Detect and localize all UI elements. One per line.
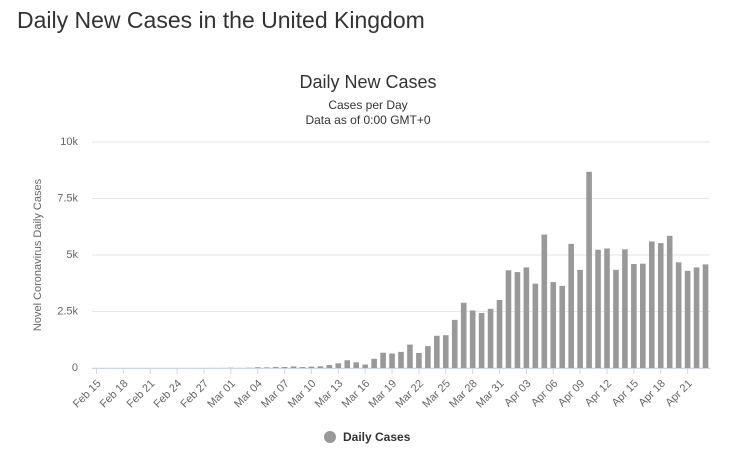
x-tick-label: Mar 31 (474, 378, 507, 411)
x-tick-label: Apr 15 (610, 378, 641, 409)
bar (469, 310, 476, 368)
bar (299, 367, 306, 368)
bar (344, 360, 351, 368)
bar (666, 235, 673, 368)
bar (442, 335, 449, 368)
bar (559, 285, 566, 368)
bar (505, 270, 512, 368)
y-tick-label: 10k (60, 136, 78, 148)
bar (487, 308, 494, 368)
bar (684, 270, 691, 368)
x-tick-label: Apr 06 (529, 378, 560, 409)
legend-symbol (324, 431, 336, 443)
x-tick-label: Apr 03 (502, 378, 533, 409)
bar (595, 249, 601, 368)
x-tick-label: Feb 21 (125, 378, 158, 411)
bar (263, 367, 270, 368)
bar (648, 241, 655, 368)
bar (416, 352, 422, 368)
bar (451, 319, 458, 368)
bar (496, 299, 503, 368)
bar (425, 346, 431, 368)
y-tick-label: 2.5k (57, 305, 78, 317)
bar (308, 366, 315, 368)
bar (657, 243, 664, 368)
bar (398, 351, 404, 368)
bar (577, 269, 583, 368)
bar (586, 171, 592, 368)
x-tick-label: Mar 07 (259, 378, 292, 411)
bar (460, 302, 467, 368)
x-tick-label: Feb 15 (71, 378, 104, 411)
x-tick-label: Mar 19 (367, 378, 400, 411)
bar (640, 263, 646, 368)
bar (317, 366, 324, 368)
y-tick-label: 5k (66, 249, 78, 261)
x-tick-label: Feb 18 (98, 378, 131, 411)
bar (532, 283, 539, 368)
x-tick-label: Mar 16 (340, 378, 373, 411)
x-tick-label: Mar 04 (232, 378, 265, 411)
x-tick-label: Mar 25 (420, 378, 453, 411)
bar (434, 335, 440, 368)
x-tick-label: Apr 18 (637, 378, 668, 409)
bar (693, 267, 700, 368)
chart-subtitle: Cases per Day (328, 98, 407, 112)
bar (281, 366, 288, 368)
bar (568, 243, 574, 368)
chart-subtitle: Data as of 0:00 GMT+0 (305, 113, 430, 127)
bar (380, 352, 386, 368)
bar (604, 248, 610, 368)
x-tick-label: Mar 10 (286, 378, 319, 411)
page-heading: Daily New Cases in the United Kingdom (17, 7, 425, 33)
x-tick-label: Apr 09 (556, 378, 587, 409)
bar (675, 262, 682, 368)
x-tick-label: Mar 01 (205, 378, 238, 411)
bar (407, 344, 413, 368)
bar (514, 272, 521, 368)
x-tick-label: Apr 12 (583, 378, 614, 409)
x-tick-label: Mar 22 (393, 378, 426, 411)
y-tick-label: 0 (72, 362, 78, 374)
legend-label: Daily Cases (343, 430, 411, 444)
bar (478, 313, 485, 368)
bar (326, 365, 333, 368)
x-tick-label: Mar 13 (313, 378, 346, 411)
x-tick-label: Feb 27 (178, 378, 211, 411)
chart-title: Daily New Cases (299, 72, 436, 92)
y-tick-label: 7.5k (57, 192, 78, 204)
bar (389, 353, 395, 368)
bar (550, 282, 557, 368)
bar (353, 362, 360, 368)
x-tick-label: Feb 24 (152, 378, 185, 411)
bar (272, 366, 279, 368)
bar (254, 367, 261, 368)
bar (613, 269, 619, 368)
bar (371, 358, 377, 368)
y-axis-label: Novel Coronavirus Daily Cases (32, 178, 44, 331)
bar (362, 364, 368, 368)
bar (335, 363, 342, 368)
bar (702, 264, 709, 368)
bar (290, 366, 297, 368)
bar (541, 234, 548, 368)
bar (622, 249, 628, 368)
bar (523, 267, 530, 368)
x-tick-label: Mar 28 (447, 378, 480, 411)
x-tick-label: Apr 21 (663, 378, 694, 409)
bar (631, 263, 637, 368)
